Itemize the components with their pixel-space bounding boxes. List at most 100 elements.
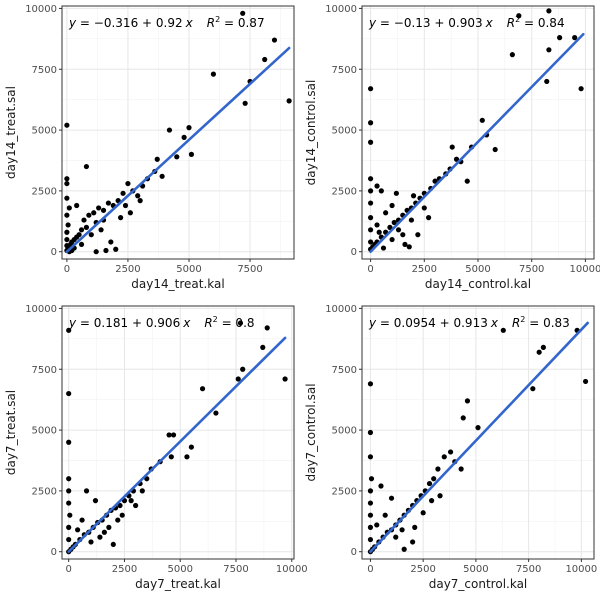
data-point xyxy=(91,210,97,216)
equation-r2-label: R xyxy=(512,316,520,330)
data-point xyxy=(367,139,374,145)
data-point xyxy=(66,205,72,211)
x-tick-label: 7500 xyxy=(519,264,544,275)
equation-r2-value: = 0.84 xyxy=(520,16,564,30)
data-point xyxy=(118,215,124,221)
data-point xyxy=(262,56,268,63)
y-tick-label: 2500 xyxy=(32,186,57,197)
y-tick-label: 7500 xyxy=(32,65,57,76)
data-point xyxy=(420,510,426,516)
data-point xyxy=(64,236,70,243)
y-tick-label: 10000 xyxy=(325,4,357,15)
data-point xyxy=(66,439,72,445)
equation-y-var: y xyxy=(68,316,77,330)
data-point xyxy=(380,245,387,251)
x-axis-title: day7_control.kal xyxy=(429,577,528,591)
panel-border xyxy=(61,5,295,260)
data-point xyxy=(367,429,374,436)
y-tick-label: 5000 xyxy=(32,426,57,437)
equation-r2-sup: 2 xyxy=(515,15,520,24)
data-point xyxy=(367,536,374,543)
equation-r2-sup: 2 xyxy=(215,15,220,24)
data-point xyxy=(402,241,408,248)
data-point xyxy=(544,78,550,85)
x-tick-label: 5000 xyxy=(465,264,490,275)
data-point xyxy=(83,488,90,494)
data-point xyxy=(393,190,399,196)
data-point xyxy=(432,178,438,184)
data-point xyxy=(127,210,133,216)
x-tick-label: 5000 xyxy=(168,564,193,575)
y-tick-label: 0 xyxy=(51,547,57,558)
data-point xyxy=(492,146,498,153)
y-tick-label: 5000 xyxy=(332,126,357,137)
data-point xyxy=(271,37,278,43)
data-point xyxy=(66,488,72,494)
data-point xyxy=(464,178,470,184)
y-axis-title: day14_control.sal xyxy=(304,80,318,186)
data-point xyxy=(66,476,72,482)
data-point xyxy=(367,524,374,530)
data-point xyxy=(213,410,219,416)
data-point xyxy=(399,527,405,533)
data-point xyxy=(557,35,563,41)
equation-eq-sign: = xyxy=(76,316,94,330)
data-point xyxy=(378,188,384,194)
x-tick-label: 0 xyxy=(367,264,373,275)
data-point xyxy=(374,222,380,228)
data-point xyxy=(367,454,374,460)
regression-line xyxy=(65,46,291,254)
data-point xyxy=(184,454,190,460)
equation-y-var: y xyxy=(368,316,377,330)
data-point xyxy=(264,325,270,331)
data-point xyxy=(174,154,180,160)
data-point xyxy=(282,376,288,382)
equation-r2-value: = 0.83 xyxy=(525,316,569,330)
panel-background xyxy=(62,6,294,259)
y-axis-title: day14_treat.sal xyxy=(4,86,18,179)
scatter-panel-day14-control: 0 2500 5000 7500 10000 0 2500 5000 7500 10000 day1… xyxy=(304,4,600,291)
data-point xyxy=(460,415,466,421)
data-point xyxy=(389,202,395,209)
equation-r2-value: = 0.87 xyxy=(220,16,264,30)
data-point xyxy=(367,239,374,245)
data-point xyxy=(135,193,141,199)
data-point xyxy=(479,117,485,123)
data-point xyxy=(67,512,73,518)
data-point xyxy=(97,534,103,540)
data-point xyxy=(429,498,435,504)
data-point xyxy=(382,512,388,518)
data-point xyxy=(516,13,522,19)
data-point xyxy=(582,378,589,385)
data-point xyxy=(536,349,542,355)
data-point xyxy=(406,244,412,250)
data-point xyxy=(210,71,217,77)
panel-border xyxy=(61,305,295,560)
data-point xyxy=(389,236,395,243)
y-tick-label: 5000 xyxy=(332,426,357,437)
data-point xyxy=(125,180,131,187)
equation-r2-label: R xyxy=(507,16,515,30)
y-axis-title: day7_treat.sal xyxy=(4,390,18,475)
data-point xyxy=(500,327,506,333)
x-tick-label: 7500 xyxy=(237,264,262,275)
data-point xyxy=(410,193,417,199)
data-point xyxy=(66,327,72,333)
data-point xyxy=(367,86,374,92)
y-tick-label: 0 xyxy=(51,247,57,258)
panel-background xyxy=(362,306,594,559)
data-point xyxy=(431,476,437,482)
x-tick-label: 2500 xyxy=(112,564,137,575)
regression-line xyxy=(67,336,287,553)
equation-plus: + xyxy=(436,316,454,330)
y-tick-label: 0 xyxy=(351,547,357,558)
data-point xyxy=(133,502,139,509)
data-point xyxy=(170,432,177,438)
data-point xyxy=(546,47,552,53)
data-point xyxy=(66,536,72,543)
x-tick-label: 2500 xyxy=(412,264,437,275)
equation-slope: 0.913 xyxy=(453,316,487,330)
x-tick-label: 7500 xyxy=(516,564,541,575)
regression-equation: y = 0.181 + 0.906 x R2 = 0.8 xyxy=(68,315,255,330)
x-tick-label: 0 xyxy=(367,564,373,575)
